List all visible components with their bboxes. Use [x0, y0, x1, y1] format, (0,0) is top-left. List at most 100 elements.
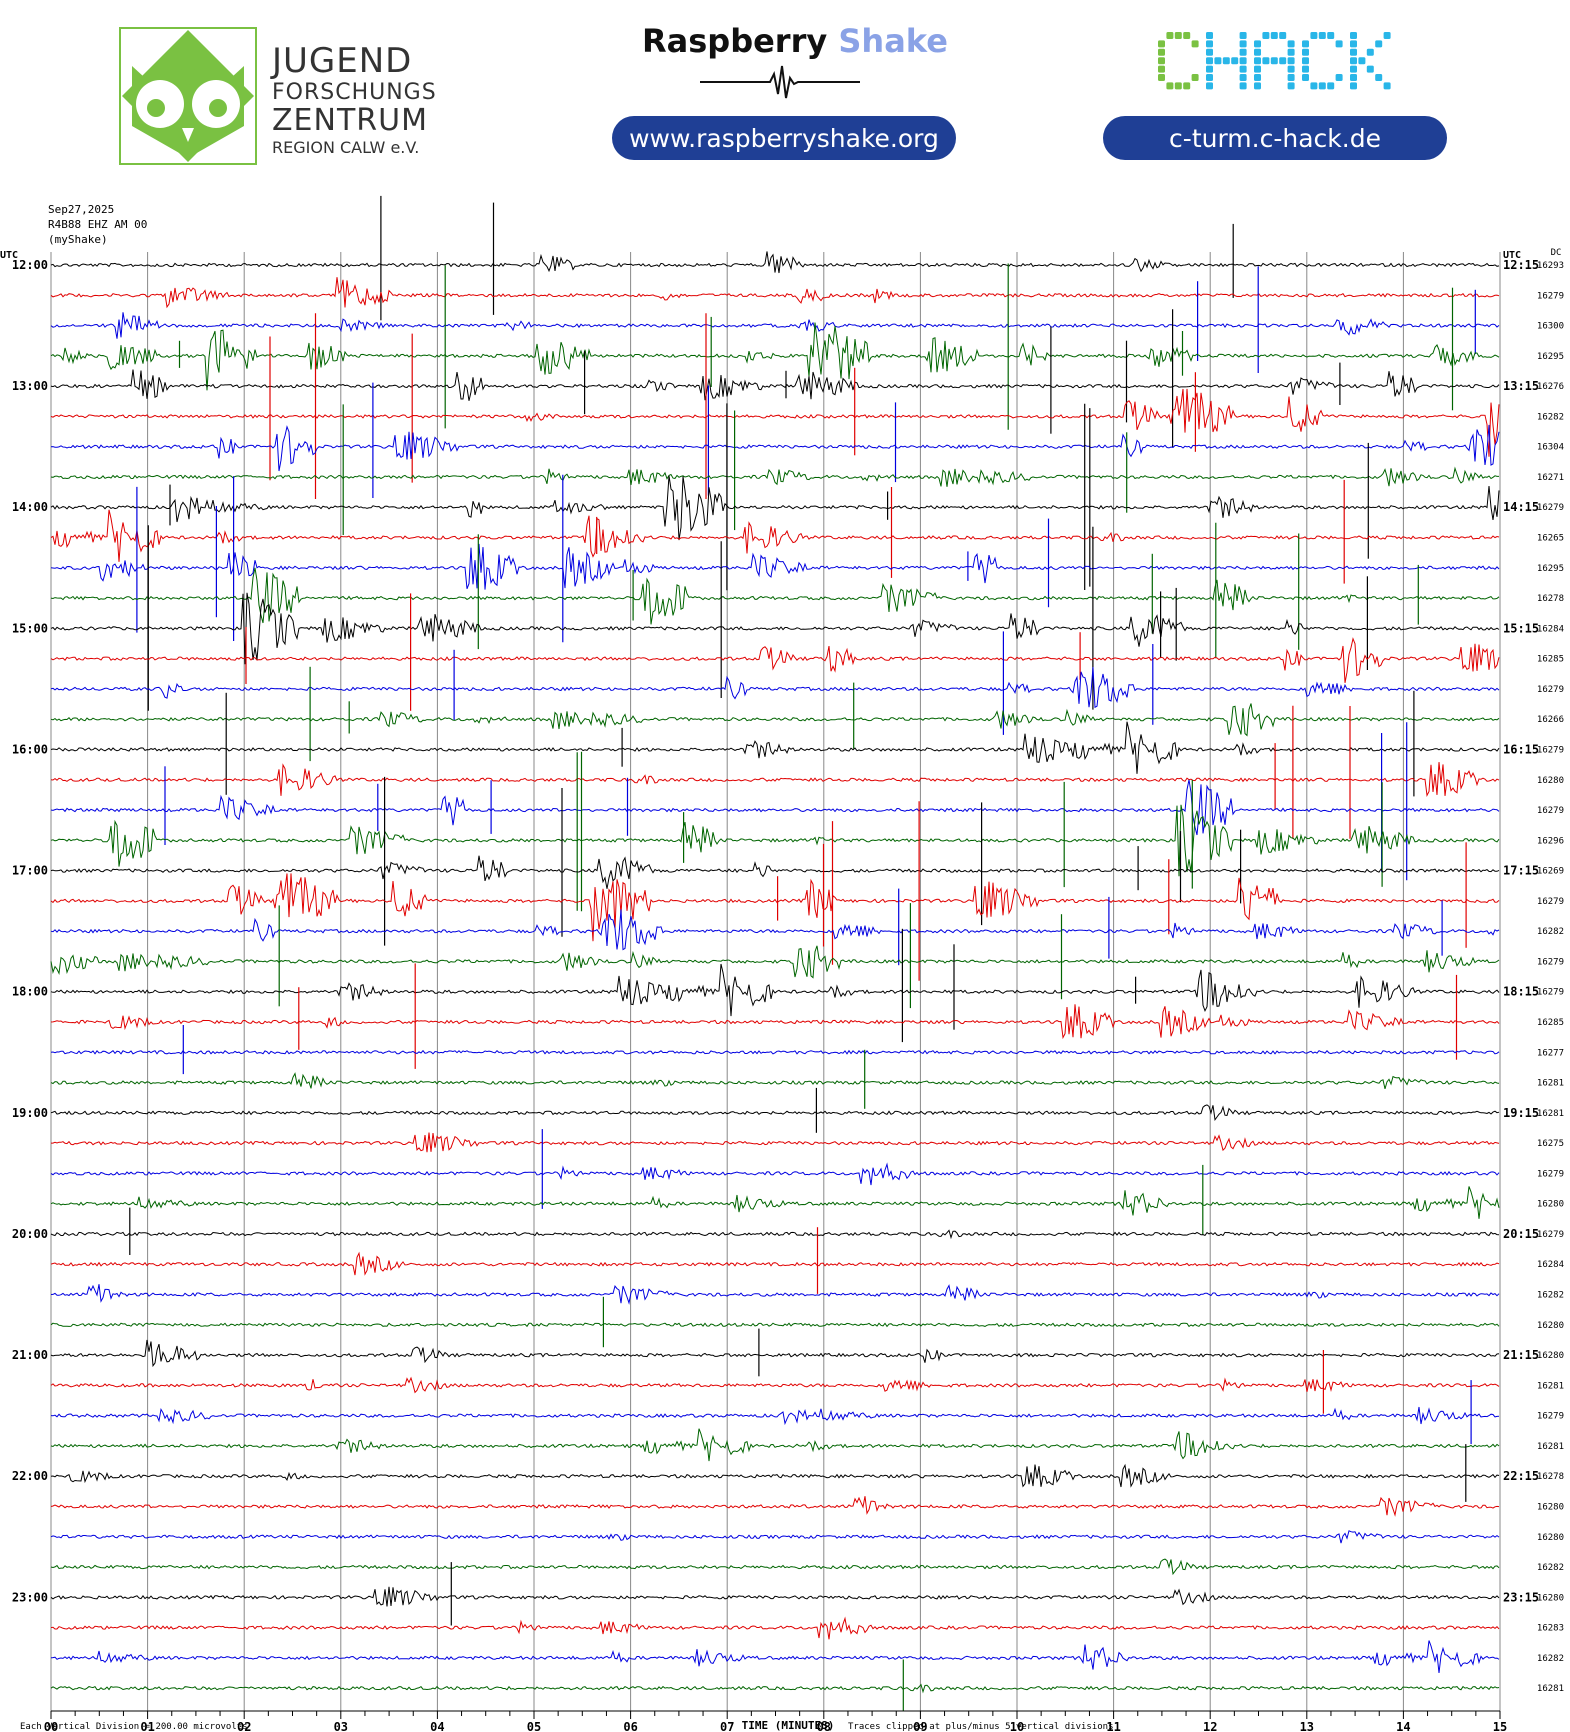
trace-line	[50, 592, 1500, 665]
trace-line	[50, 1004, 1500, 1040]
raspberry-shake-logo: Raspberry Shake	[642, 22, 948, 60]
chack-dot	[1302, 48, 1309, 56]
chack-dot	[1158, 74, 1165, 81]
dc-value: 16282	[1537, 1654, 1564, 1664]
trace-line	[50, 1683, 1500, 1694]
trace-line	[50, 1186, 1500, 1219]
trace-line	[50, 667, 1500, 709]
dc-value: 16281	[1537, 1079, 1564, 1089]
dc-value: 16282	[1537, 412, 1564, 422]
chack-dot	[1287, 74, 1295, 81]
chack-dot	[1366, 48, 1374, 56]
dc-value: 16279	[1537, 1412, 1564, 1422]
trace-line	[50, 855, 1500, 889]
dc-value: 16282	[1537, 1291, 1564, 1301]
trace-line	[50, 1322, 1500, 1328]
x-tick-label: 01	[140, 1720, 154, 1732]
trace-line	[50, 1558, 1500, 1576]
trace-line	[50, 369, 1500, 401]
station-meta: Sep27,2025 R4B88 EHZ AM 00 (myShake)	[48, 202, 147, 247]
jfz-line4: REGION CALW e.V.	[272, 138, 420, 157]
chack-dot	[1383, 82, 1391, 90]
chack-dot	[1206, 32, 1213, 39]
trace-line	[50, 779, 1500, 836]
chack-dot	[1287, 57, 1295, 65]
chack-dot	[1206, 65, 1213, 73]
trace-line	[50, 567, 1500, 625]
dc-value: 16271	[1537, 473, 1564, 483]
seismo-wave-icon	[700, 65, 860, 99]
dc-value: 16280	[1537, 1533, 1564, 1543]
chack-dot	[1231, 57, 1239, 65]
chack-dot	[1318, 82, 1326, 90]
dc-value: 16281	[1537, 1381, 1564, 1391]
trace-line	[50, 1640, 1500, 1674]
right-hour-label: 12:15	[1503, 258, 1539, 272]
left-hour-label: 18:00	[12, 985, 48, 999]
left-hour-label: 19:00	[12, 1106, 48, 1120]
trace-line	[50, 945, 1500, 979]
x-tick-label: 02	[237, 1720, 251, 1732]
trace-line	[50, 804, 1500, 877]
trace-line	[50, 1072, 1500, 1090]
chack-dot	[1206, 48, 1213, 56]
chack-dot	[1158, 48, 1165, 56]
chack-dot	[1350, 32, 1357, 39]
x-tick-label: 15	[1493, 1720, 1507, 1732]
dc-value: 16279	[1537, 1169, 1564, 1179]
chack-dot	[1302, 57, 1309, 65]
dc-value: 16276	[1537, 382, 1564, 392]
station-label: R4B88 EHZ AM 00	[48, 218, 148, 231]
right-hour-label: 20:15	[1503, 1227, 1539, 1241]
chack-dot	[1375, 40, 1383, 48]
chack-dot	[1239, 65, 1247, 73]
chack-dot	[1239, 74, 1247, 81]
raspberryshake-url-link[interactable]: www.raspberryshake.org	[612, 116, 956, 160]
chack-dot	[1287, 65, 1295, 73]
dc-value: 16280	[1537, 1200, 1564, 1210]
chack-dot	[1270, 32, 1278, 39]
dc-value: 16293	[1537, 261, 1564, 271]
left-axis-unit: UTC	[0, 250, 18, 261]
dc-value: 16265	[1537, 534, 1564, 544]
dc-value: 16279	[1537, 1230, 1564, 1240]
jfz-line2: FORSCHUNGS	[272, 80, 437, 105]
chack-dot	[1350, 48, 1357, 56]
chack-dot	[1279, 57, 1287, 65]
dc-value: 16269	[1537, 867, 1564, 877]
right-hour-label: 14:15	[1503, 500, 1539, 514]
left-hour-label: 14:00	[12, 500, 48, 514]
chack-dot	[1239, 40, 1247, 48]
dc-value: 16279	[1537, 957, 1564, 967]
x-tick-label: 04	[430, 1720, 444, 1732]
chack-dot	[1254, 57, 1261, 65]
right-axis-unit: UTC	[1503, 250, 1521, 261]
trace-line	[50, 963, 1500, 1017]
trace-line	[50, 1586, 1500, 1607]
chack-dot	[1206, 74, 1213, 81]
chack-dot	[1191, 40, 1199, 48]
dc-value: 16279	[1537, 503, 1564, 513]
source-label: (myShake)	[48, 233, 108, 246]
dc-value: 16266	[1537, 715, 1564, 725]
dc-value: 16282	[1537, 927, 1564, 937]
left-hour-label: 23:00	[12, 1590, 48, 1604]
chack-dot	[1350, 65, 1357, 73]
dc-value: 16281	[1537, 1684, 1564, 1694]
trace-line	[50, 1162, 1500, 1186]
date-label: Sep27,2025	[48, 203, 115, 216]
chack-dot	[1350, 40, 1357, 48]
chack-dot	[1335, 74, 1343, 81]
trace-line	[50, 721, 1500, 774]
chack-url-link[interactable]: c-turm.c-hack.de	[1103, 116, 1447, 160]
chack-dot	[1254, 82, 1261, 90]
dc-value: 16279	[1537, 806, 1564, 816]
trace-line	[50, 1229, 1500, 1240]
trace-line	[50, 424, 1500, 472]
right-hour-label: 21:15	[1503, 1348, 1539, 1362]
jfz-line1: JUGEND	[272, 41, 413, 81]
dc-value: 16278	[1537, 594, 1564, 604]
trace-line	[50, 322, 1500, 391]
right-hour-label: 15:15	[1503, 621, 1539, 635]
left-hour-label: 17:00	[12, 864, 48, 878]
